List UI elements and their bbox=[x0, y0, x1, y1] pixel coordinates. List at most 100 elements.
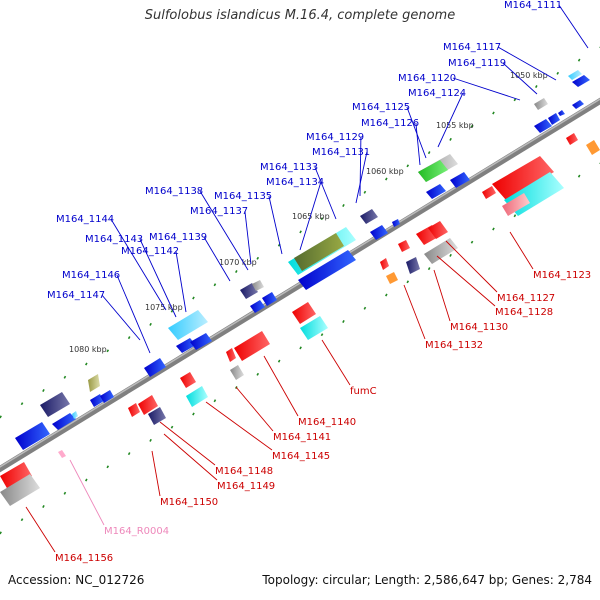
gene-arrow bbox=[548, 113, 560, 125]
leader-line bbox=[314, 166, 337, 220]
tick-mark bbox=[85, 478, 88, 482]
gene-label: M164_1148 bbox=[215, 466, 273, 477]
tick-mark bbox=[470, 124, 474, 128]
gene-label: M164_1143 bbox=[85, 234, 143, 245]
gene-arrow bbox=[252, 280, 264, 291]
leader-line bbox=[415, 122, 421, 166]
gene-label: M164_1129 bbox=[306, 132, 364, 143]
tick-mark bbox=[385, 293, 388, 297]
leader-line bbox=[433, 269, 451, 322]
gene-arrow bbox=[370, 225, 388, 240]
gene-arrow bbox=[0, 462, 32, 490]
gene-label: M164_1123 bbox=[533, 270, 591, 281]
gene-arrow bbox=[100, 390, 114, 403]
gene-arrow bbox=[148, 407, 166, 425]
tick-mark bbox=[449, 137, 452, 141]
gene-arrow bbox=[128, 403, 140, 417]
gene-label: M164_1135 bbox=[214, 191, 272, 202]
leader-line bbox=[205, 401, 273, 451]
gene-label: fumC bbox=[350, 386, 377, 397]
scale-label: 1060 kbp bbox=[366, 167, 404, 176]
leader-line bbox=[203, 236, 231, 282]
gene-arrow bbox=[534, 119, 552, 133]
tick-mark bbox=[299, 346, 302, 350]
leader-line bbox=[445, 240, 498, 293]
gene-label: M164_1131 bbox=[312, 147, 370, 158]
gene-arrow bbox=[572, 100, 584, 109]
tick-mark bbox=[406, 280, 410, 284]
tick-mark bbox=[342, 203, 345, 207]
tick-mark bbox=[363, 190, 367, 194]
leader-line bbox=[244, 210, 252, 265]
gene-arrow bbox=[58, 450, 66, 458]
leader-line bbox=[359, 136, 362, 197]
gene-label: M164_1117 bbox=[443, 42, 501, 53]
gene-arrow bbox=[558, 110, 565, 116]
gene-arrow bbox=[186, 386, 208, 407]
scale-label: 1080 kbp bbox=[69, 345, 107, 354]
tick-marks bbox=[0, 46, 600, 535]
gene-features bbox=[0, 70, 600, 506]
scale-label: 1070 kbp bbox=[219, 258, 257, 267]
gene-arrow bbox=[426, 184, 446, 199]
tick-mark bbox=[213, 399, 217, 403]
tick-mark bbox=[213, 283, 217, 287]
gene-arrow bbox=[380, 258, 389, 270]
leader-line bbox=[101, 294, 141, 341]
gene-arrow bbox=[15, 422, 50, 450]
leader-line bbox=[139, 238, 177, 318]
tick-mark bbox=[513, 98, 517, 102]
tick-mark bbox=[20, 518, 24, 522]
gene-label: M164_1130 bbox=[450, 322, 508, 333]
gene-arrow bbox=[90, 394, 104, 407]
leader-line bbox=[110, 218, 167, 311]
leader-line bbox=[159, 421, 216, 466]
tick-mark bbox=[363, 306, 367, 310]
tick-mark bbox=[127, 452, 131, 456]
leader-line bbox=[199, 190, 249, 271]
gene-label: M164_1150 bbox=[160, 497, 218, 508]
tick-mark bbox=[149, 438, 152, 442]
gene-label: M164_1133 bbox=[260, 162, 318, 173]
genome-summary-text: Topology: circular; Length: 2,586,647 bp… bbox=[262, 573, 592, 587]
gene-arrow bbox=[138, 395, 158, 415]
tick-mark bbox=[192, 412, 195, 416]
gene-label: M164_1145 bbox=[272, 451, 330, 462]
gene-label: M164_1137 bbox=[190, 206, 248, 217]
scale-labels: 1050 kbp 1055 kbp 1060 kbp 1065 kbp 1070 kbp… bbox=[69, 71, 548, 354]
tick-mark bbox=[256, 372, 260, 376]
genome-backbone bbox=[0, 97, 600, 473]
leader-line bbox=[25, 506, 56, 553]
tick-mark bbox=[85, 362, 88, 366]
gene-label: M164_1138 bbox=[145, 186, 203, 197]
tick-mark bbox=[277, 359, 281, 363]
scale-label: 1055 kbp bbox=[436, 121, 474, 130]
gene-label: M164_1111 bbox=[504, 0, 562, 11]
gene-label: M164_1134 bbox=[266, 177, 324, 188]
tick-mark bbox=[492, 111, 495, 115]
label-leader-lines bbox=[25, 4, 589, 553]
gene-arrow bbox=[418, 160, 448, 182]
tick-mark bbox=[256, 256, 260, 260]
gene-label: M164_1139 bbox=[149, 232, 207, 243]
gene-label: M164_1128 bbox=[495, 307, 553, 318]
leader-line bbox=[509, 231, 534, 270]
scale-label: 1050 kbp bbox=[510, 71, 548, 80]
gene-arrow bbox=[168, 310, 208, 340]
gene-arrow bbox=[230, 365, 244, 380]
gene-label: M164_1149 bbox=[217, 481, 275, 492]
gene-label: M164_1127 bbox=[497, 293, 555, 304]
gene-arrow bbox=[40, 392, 70, 417]
gene-arrow bbox=[300, 316, 328, 340]
gene-label: M164_1125 bbox=[352, 102, 410, 113]
gene-label: M164_1156 bbox=[55, 553, 113, 564]
rna-label: M164_R0004 bbox=[104, 526, 169, 537]
leader-line bbox=[69, 459, 105, 526]
gene-label: M164_1132 bbox=[425, 340, 483, 351]
gene-arrow bbox=[88, 374, 100, 392]
genome-backbone-highlight bbox=[0, 98, 600, 468]
gene-label: M164_1141 bbox=[273, 432, 331, 443]
leader-line bbox=[299, 181, 322, 251]
gene-arrow bbox=[52, 413, 76, 430]
